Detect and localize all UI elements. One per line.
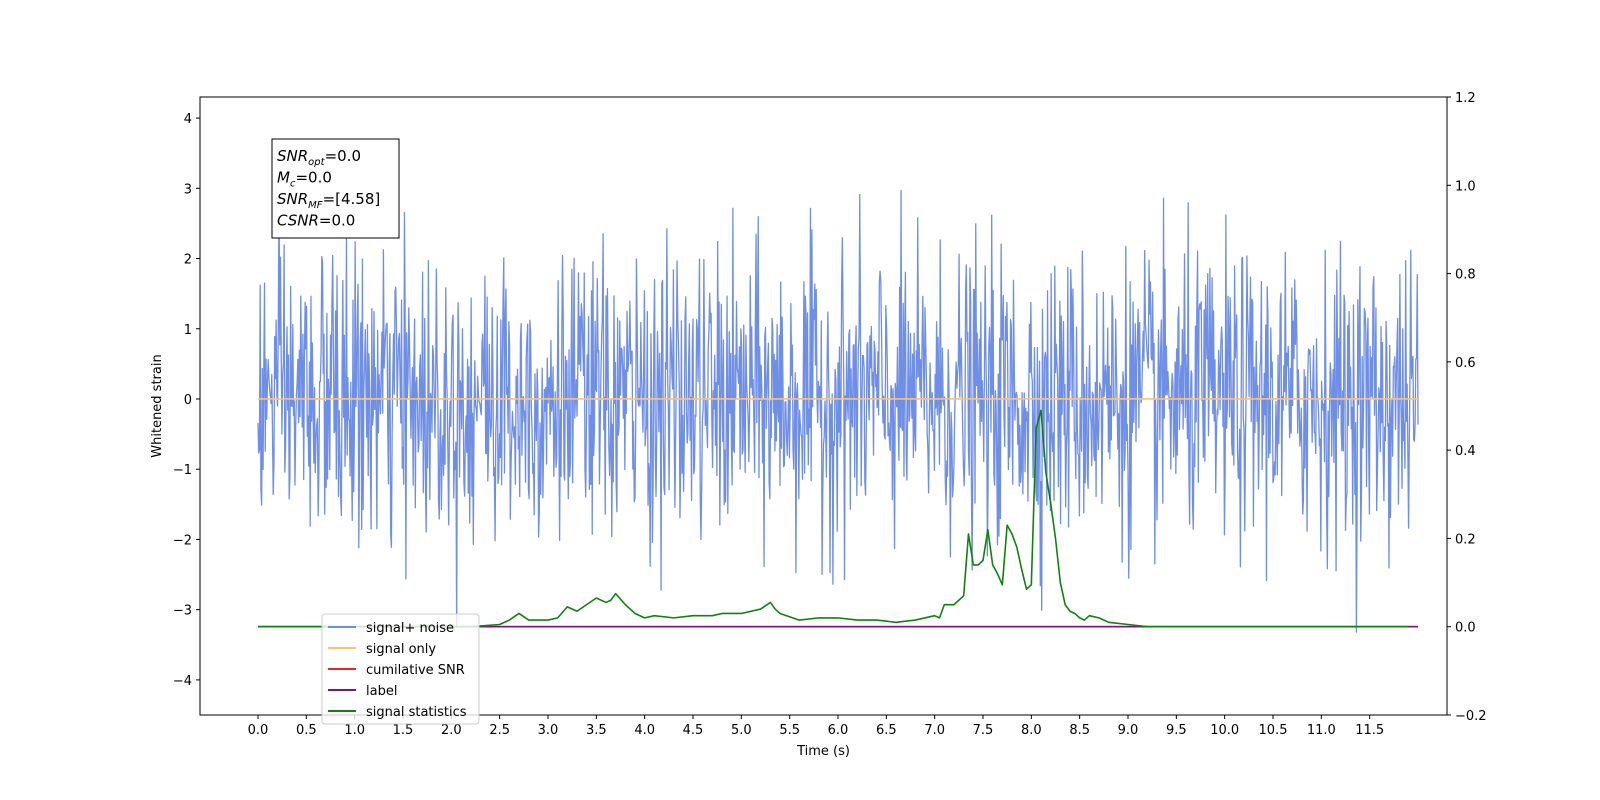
y2-tick-label: 1.2 <box>1455 91 1476 106</box>
x-tick-label: 9.0 <box>1118 723 1139 738</box>
stats-annotation-line: Mc=0.0 <box>277 169 332 190</box>
y-tick-label: 1 <box>184 323 192 338</box>
y-tick-label: 3 <box>184 182 192 197</box>
x-tick-label: 8.0 <box>1021 723 1042 738</box>
x-tick-label: 11.5 <box>1355 723 1384 738</box>
y-tick-label: 4 <box>184 112 192 127</box>
y2-tick-label: −0.2 <box>1455 709 1487 724</box>
stats-annotation-line: SNRMF=[4.58] <box>277 190 380 211</box>
legend-entry: cumilative SNR <box>366 663 465 678</box>
x-tick-label: 0.0 <box>248 723 269 738</box>
y2-tick-label: 1.0 <box>1455 179 1476 194</box>
y-tick-label: −2 <box>173 533 192 548</box>
x-tick-label: 6.0 <box>828 723 849 738</box>
stats-annotation-frame <box>271 138 400 239</box>
x-tick-label: 8.5 <box>1069 723 1090 738</box>
stats-annotation-line: SNRopt=0.0 <box>277 147 361 168</box>
x-tick-label: 7.5 <box>973 723 994 738</box>
y2-tick-label: 0.6 <box>1455 356 1476 371</box>
legend-entry: signal+ noise <box>366 621 454 636</box>
x-tick-label: 3.5 <box>586 723 607 738</box>
x-tick-label: 1.5 <box>393 723 414 738</box>
x-tick-label: 0.5 <box>296 723 317 738</box>
y-tick-label: 0 <box>184 393 192 408</box>
y2-tick-label: 0.4 <box>1455 444 1476 459</box>
plot-frame <box>199 96 1448 716</box>
x-tick-label: 7.0 <box>924 723 945 738</box>
y2-tick-label: 0.8 <box>1455 268 1476 283</box>
legend-entry: label <box>366 684 397 699</box>
x-tick-label: 1.0 <box>344 723 365 738</box>
y-tick-label: 2 <box>184 253 192 268</box>
y-tick-label: −3 <box>173 604 192 619</box>
y-axis-ticks: −4 −3 −2 −1 0 1 2 3 4 <box>173 112 200 689</box>
x-tick-label: 10.0 <box>1210 723 1239 738</box>
x-tick-label: 2.0 <box>441 723 462 738</box>
x-axis-ticks: 0.0 0.5 1.0 1.5 2.0 2.5 3.0 3.5 4.0 4.5 5.0 5.5 6.0 6… <box>248 715 1384 738</box>
y2-axis-ticks: −0.2 0.0 0.2 0.4 0.6 0.8 1.0 1.2 <box>1447 91 1487 724</box>
x-tick-label: 5.0 <box>731 723 752 738</box>
y-axis-label: Whitened strain <box>150 354 165 457</box>
x-tick-label: 11.0 <box>1307 723 1336 738</box>
legend-frame <box>321 613 480 725</box>
y2-tick-label: 0.0 <box>1455 621 1476 636</box>
x-tick-label: 9.5 <box>1166 723 1187 738</box>
x-tick-label: 3.0 <box>538 723 559 738</box>
x-tick-label: 4.5 <box>683 723 704 738</box>
x-tick-label: 2.5 <box>489 723 510 738</box>
y2-tick-label: 0.2 <box>1455 532 1476 547</box>
series-line-signal-noise <box>257 189 1419 633</box>
x-tick-label: 5.5 <box>779 723 800 738</box>
legend-entry: signal only <box>366 642 436 657</box>
series-line-signal-statistics <box>258 409 1409 628</box>
y-tick-label: −1 <box>173 463 192 478</box>
x-tick-label: 6.5 <box>876 723 897 738</box>
stats-annotation-line: CSNR=0.0 <box>277 212 355 230</box>
x-axis-label: Time (s) <box>796 744 850 759</box>
x-tick-label: 10.5 <box>1259 723 1288 738</box>
legend-entry: signal statistics <box>366 705 467 720</box>
y-tick-label: −4 <box>173 674 192 689</box>
x-tick-label: 4.0 <box>634 723 655 738</box>
legend: signal+ noise signal only cumilative SNR la… <box>321 613 480 725</box>
